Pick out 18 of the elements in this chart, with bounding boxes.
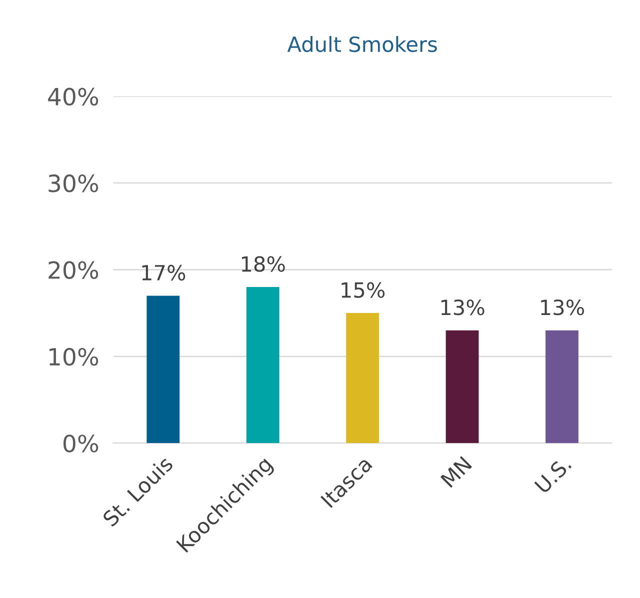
y-tick-label: 40% bbox=[48, 88, 98, 106]
data-label: 15% bbox=[342, 282, 385, 298]
data-label: 13% bbox=[441, 299, 484, 316]
bar bbox=[546, 330, 578, 444]
bar bbox=[246, 287, 280, 444]
data-label: 13% bbox=[541, 299, 584, 316]
data-label: 18% bbox=[242, 256, 285, 272]
y-tick-label: 10% bbox=[50, 348, 98, 366]
y-tick-label: 20% bbox=[48, 261, 98, 280]
y-tick-label: 30% bbox=[48, 174, 98, 192]
x-tick-label: U.S. bbox=[534, 456, 572, 494]
data-label: 17% bbox=[142, 264, 186, 281]
bar bbox=[146, 296, 180, 444]
bar bbox=[446, 330, 479, 444]
x-tick-label: MN bbox=[440, 456, 472, 488]
y-tick-label: 0% bbox=[63, 434, 98, 452]
chart-title: Adult Smokers bbox=[287, 36, 437, 52]
bar bbox=[346, 313, 380, 444]
